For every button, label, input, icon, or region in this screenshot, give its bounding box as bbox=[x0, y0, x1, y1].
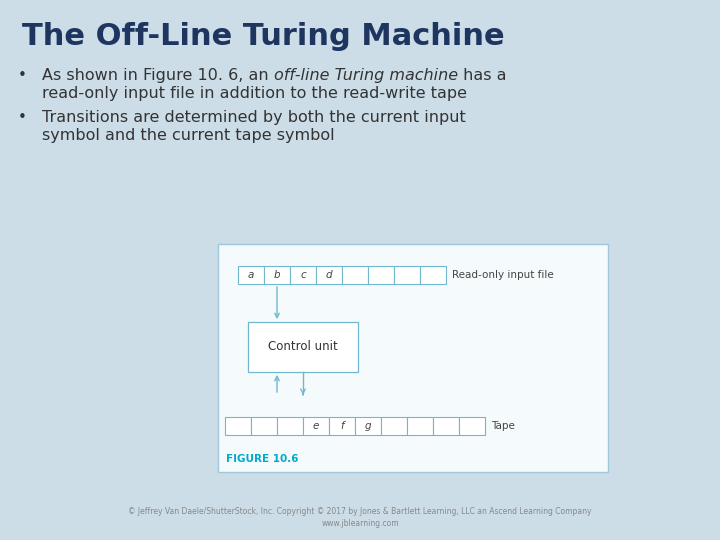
Text: f: f bbox=[340, 421, 344, 431]
Bar bbox=[251, 417, 277, 435]
Bar bbox=[342, 266, 368, 284]
Text: •: • bbox=[18, 68, 27, 83]
Bar bbox=[420, 266, 446, 284]
Bar bbox=[368, 266, 394, 284]
Bar bbox=[290, 266, 316, 284]
Text: The Off-Line Turing Machine: The Off-Line Turing Machine bbox=[22, 22, 505, 51]
Bar bbox=[303, 417, 329, 435]
Bar bbox=[238, 266, 264, 284]
Bar bbox=[248, 322, 358, 372]
FancyBboxPatch shape bbox=[218, 244, 608, 472]
Text: Transitions are determined by both the current input: Transitions are determined by both the c… bbox=[42, 110, 466, 125]
Text: symbol and the current tape symbol: symbol and the current tape symbol bbox=[42, 128, 335, 143]
Text: read-only input file in addition to the read-write tape: read-only input file in addition to the … bbox=[42, 86, 467, 101]
Text: d: d bbox=[325, 270, 333, 280]
Text: e: e bbox=[312, 421, 319, 431]
Bar bbox=[329, 417, 355, 435]
Text: Tape: Tape bbox=[491, 421, 515, 431]
Bar bbox=[316, 266, 342, 284]
Text: Control unit: Control unit bbox=[268, 341, 338, 354]
Bar bbox=[407, 417, 433, 435]
Bar bbox=[355, 417, 381, 435]
Text: b: b bbox=[274, 270, 280, 280]
Text: Read-only input file: Read-only input file bbox=[452, 270, 554, 280]
Bar bbox=[264, 266, 290, 284]
Text: c: c bbox=[300, 270, 306, 280]
Bar bbox=[225, 417, 251, 435]
Text: FIGURE 10.6: FIGURE 10.6 bbox=[226, 454, 299, 464]
Bar bbox=[459, 417, 485, 435]
Text: As shown in Figure 10. 6, an: As shown in Figure 10. 6, an bbox=[42, 68, 274, 83]
Text: a: a bbox=[248, 270, 254, 280]
Text: off-line Turing machine: off-line Turing machine bbox=[274, 68, 458, 83]
Text: •: • bbox=[18, 110, 27, 125]
Bar bbox=[433, 417, 459, 435]
Bar bbox=[394, 266, 420, 284]
Bar bbox=[381, 417, 407, 435]
Text: has a: has a bbox=[458, 68, 506, 83]
Text: g: g bbox=[365, 421, 372, 431]
Bar bbox=[277, 417, 303, 435]
Text: © Jeffrey Van Daele/ShutterStock, Inc. Copyright © 2017 by Jones & Bartlett Lear: © Jeffrey Van Daele/ShutterStock, Inc. C… bbox=[128, 507, 592, 528]
